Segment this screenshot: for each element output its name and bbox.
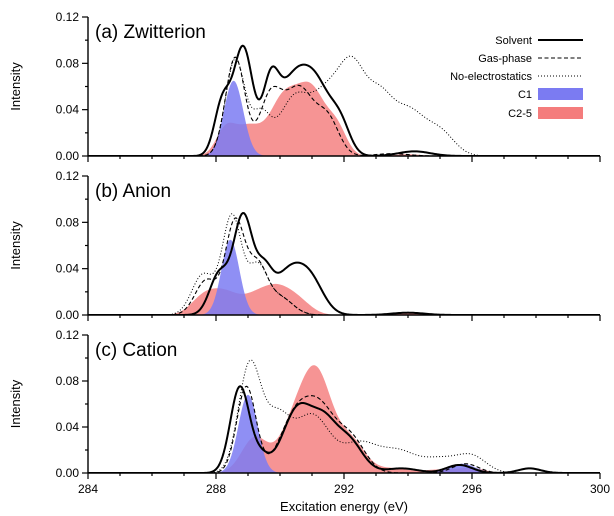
panel-1-y-axis-label: Intensity bbox=[8, 62, 23, 111]
legend-label: Solvent bbox=[495, 35, 532, 47]
legend-label: C1 bbox=[518, 89, 532, 101]
legend-label: Gas-phase bbox=[478, 53, 532, 65]
panel-2-title: (b) Anion bbox=[95, 181, 171, 202]
legend-item-c1: C1 bbox=[518, 88, 583, 101]
panel-2-series-c2-5-area bbox=[88, 283, 600, 315]
x-tick-label: 292 bbox=[334, 482, 354, 496]
panel-3-y-tick-label: 0.04 bbox=[56, 420, 80, 434]
panel-3-plot-area bbox=[88, 359, 600, 473]
panel-2-y-tick-label: 0.12 bbox=[56, 169, 80, 183]
x-tick-label: 300 bbox=[590, 482, 610, 496]
legend-swatch bbox=[538, 107, 583, 119]
legend: Solvent Gas-phase No-electrostatics C1 C2-5 bbox=[450, 35, 583, 120]
panel-2-series-solvent-line bbox=[88, 211, 600, 315]
legend-swatch bbox=[538, 88, 583, 100]
panel-3-series-c2-5-area bbox=[88, 365, 600, 473]
x-tick-label: 296 bbox=[462, 482, 482, 496]
panel-1-series-solvent-line bbox=[88, 44, 600, 156]
legend-item-c2-5: C2-5 bbox=[508, 107, 583, 120]
x-tick-label: 288 bbox=[206, 482, 226, 496]
panel-2-series-gas-phase-line bbox=[88, 217, 600, 315]
panel-3: 0.00 0.04 0.08 0.12 Intensity (c) Cation bbox=[8, 328, 601, 480]
panel-3-series-solvent-line bbox=[88, 385, 600, 473]
panel-3-y-tick-label: 0.00 bbox=[56, 466, 80, 480]
legend-item-gas-phase: Gas-phase bbox=[478, 53, 583, 65]
legend-label: No-electrostatics bbox=[450, 71, 532, 83]
panel-2-plot-area bbox=[88, 211, 600, 315]
panel-1-title: (a) Zwitterion bbox=[95, 22, 206, 43]
x-axis-label: Excitation energy (eV) bbox=[280, 499, 408, 514]
panel-1: 0.00 0.04 0.08 0.12 Intensity (a) Zwitterion bbox=[8, 10, 601, 163]
panel-1-y-tick-label: 0.04 bbox=[56, 103, 80, 117]
legend-item-no-electrostatics: No-electrostatics bbox=[450, 71, 583, 83]
panel-1-y-tick-label: 0.08 bbox=[56, 56, 80, 70]
panel-1-series-c2-5-area bbox=[88, 81, 600, 156]
panel-2-y-tick-label: 0.08 bbox=[56, 215, 80, 229]
panel-3-y-tick-label: 0.08 bbox=[56, 374, 80, 388]
panel-2-y-axis-label: Intensity bbox=[8, 221, 23, 270]
panel-1-plot-area bbox=[88, 44, 600, 156]
legend-label: C2-5 bbox=[508, 108, 532, 120]
panel-3-y-axis-label: Intensity bbox=[8, 379, 23, 428]
panel-2: 0.00 0.04 0.08 0.12 Intensity (b) Anion bbox=[8, 169, 601, 322]
panel-1-y-tick-label: 0.12 bbox=[56, 10, 80, 24]
panel-3-title: (c) Cation bbox=[95, 340, 177, 361]
x-tick-label: 284 bbox=[78, 482, 98, 496]
panel-3-y-tick-label: 0.12 bbox=[56, 328, 80, 342]
panel-1-y-tick-label: 0.00 bbox=[56, 149, 80, 163]
panel-2-y-tick-label: 0.00 bbox=[56, 308, 80, 322]
panel-2-series-no-electrostatics-line bbox=[88, 213, 600, 315]
panel-2-series-c1-area bbox=[88, 239, 600, 315]
panel-3-series-gas-phase-line bbox=[88, 385, 600, 473]
panel-2-y-tick-label: 0.04 bbox=[56, 262, 80, 276]
legend-item-solvent: Solvent bbox=[495, 35, 583, 47]
